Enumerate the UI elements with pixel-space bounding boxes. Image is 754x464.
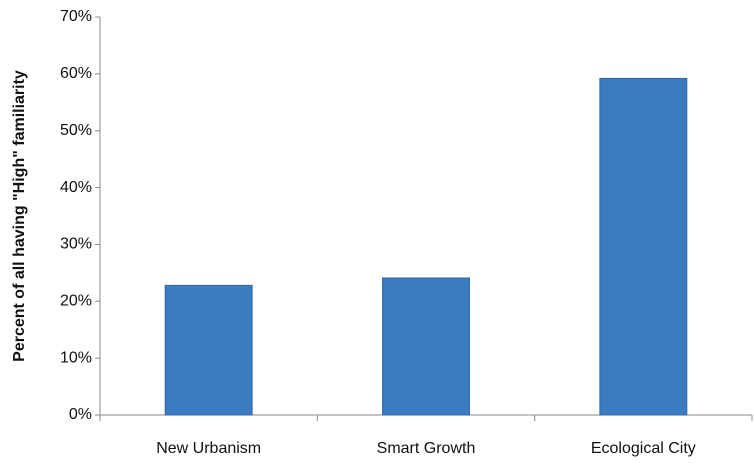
bar: [599, 77, 688, 416]
bar: [382, 277, 470, 416]
y-tick-label: 30%: [60, 236, 92, 253]
y-tick-label: 50%: [60, 122, 92, 139]
y-tick-label: 0%: [69, 406, 92, 423]
bar: [164, 284, 253, 416]
x-tick-label: New Urbanism: [156, 440, 261, 457]
y-axis-label: Percent of all having "High" familiarity: [11, 70, 28, 362]
y-tick-label: 20%: [60, 293, 92, 310]
y-tick-label: 70%: [60, 8, 92, 25]
x-tick-label: Smart Growth: [377, 440, 476, 457]
y-tick-label: 10%: [60, 349, 92, 366]
x-tick-label: Ecological City: [591, 440, 696, 457]
y-tick-label: 60%: [60, 65, 92, 82]
y-tick-label: 40%: [60, 179, 92, 196]
